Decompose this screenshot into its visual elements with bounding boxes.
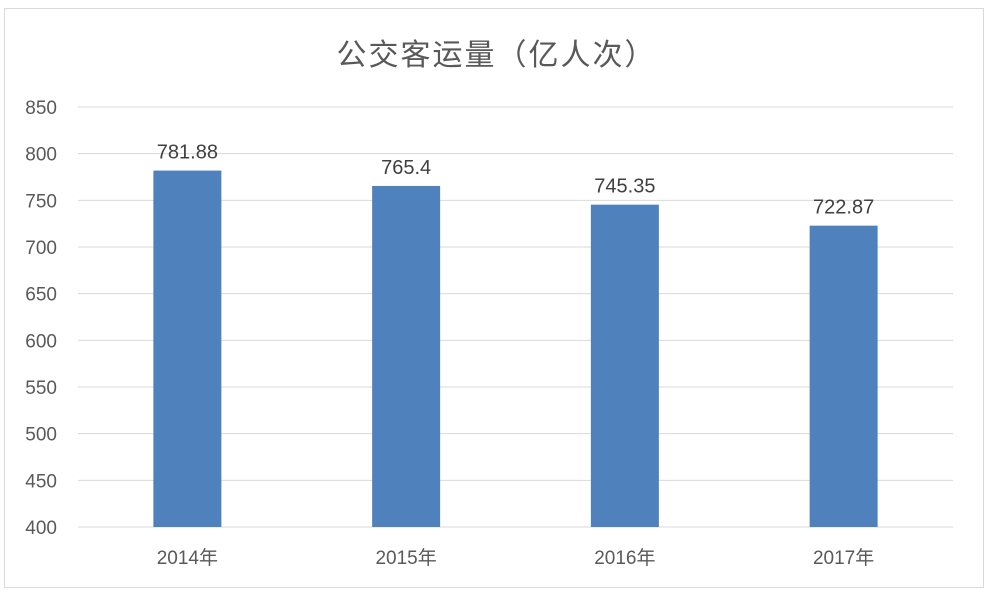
data-labels: 781.88 765.4 745.35 722.87 xyxy=(157,142,874,219)
y-axis-ticks: 400 450 500 550 600 650 700 750 800 850 xyxy=(25,98,57,539)
y-tick-label: 700 xyxy=(25,238,57,259)
x-tick-label: 2015年 xyxy=(375,547,436,569)
y-tick-label: 450 xyxy=(25,471,57,492)
y-tick-label: 850 xyxy=(25,98,57,119)
y-tick-label: 800 xyxy=(25,145,57,166)
bars xyxy=(153,170,878,527)
data-label: 781.88 xyxy=(157,142,218,164)
y-tick-label: 500 xyxy=(25,425,57,446)
x-tick-label: 2016年 xyxy=(594,547,655,569)
y-tick-label: 750 xyxy=(25,191,57,212)
bar xyxy=(372,185,441,527)
data-label: 765.4 xyxy=(381,157,431,179)
x-tick-label: 2014年 xyxy=(157,547,218,569)
y-tick-label: 550 xyxy=(25,378,57,399)
x-tick-label: 2017年 xyxy=(813,547,874,569)
y-tick-label: 600 xyxy=(25,331,57,352)
bar xyxy=(590,204,659,527)
bar xyxy=(809,225,878,527)
x-axis-ticks: 2014年 2015年 2016年 2017年 xyxy=(157,547,875,569)
gridlines xyxy=(78,106,953,528)
data-label: 745.35 xyxy=(594,176,655,198)
bar xyxy=(153,170,222,527)
y-tick-label: 400 xyxy=(25,518,57,539)
y-tick-label: 650 xyxy=(25,285,57,306)
chart-title: 公交客运量（亿人次） xyxy=(336,38,657,73)
data-label: 722.87 xyxy=(813,197,874,219)
